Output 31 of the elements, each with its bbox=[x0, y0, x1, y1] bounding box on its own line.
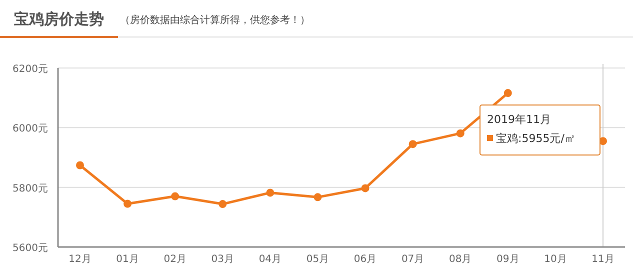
y-tick-label: 6200元 bbox=[12, 64, 48, 75]
point bbox=[408, 140, 417, 148]
x-tick-label: 07月 bbox=[401, 254, 424, 265]
point bbox=[218, 200, 227, 208]
point bbox=[456, 129, 464, 138]
point bbox=[361, 184, 370, 192]
point bbox=[124, 200, 132, 208]
point bbox=[76, 161, 84, 170]
annotation: 2019年11月 bbox=[487, 113, 551, 126]
x-tick-label: 05月 bbox=[306, 254, 330, 265]
x-tick-label: 08月 bbox=[448, 254, 472, 265]
annotation: 宝鸡:5955元/㎡ bbox=[496, 132, 576, 145]
x-tick-label: 01月 bbox=[116, 254, 139, 265]
y-tick-label: 5600元 bbox=[12, 243, 48, 254]
x-tick-label: 11月 bbox=[592, 254, 614, 265]
x-tick-label: 02月 bbox=[164, 254, 186, 265]
subtitle: （房价数据由综合计算所得，供您参考！） bbox=[120, 15, 310, 26]
title: 宝鸡房价走势 bbox=[14, 10, 104, 28]
point bbox=[504, 89, 512, 98]
point bbox=[314, 193, 322, 202]
x-tick-label: 12月 bbox=[68, 254, 92, 265]
tooltip: 2019年11月 宝鸡:5955元/㎡ bbox=[480, 104, 600, 156]
y-tick-label: 5800元 bbox=[12, 183, 48, 194]
x-tick-label: 06月 bbox=[354, 254, 377, 265]
x-tick-label: 09月 bbox=[496, 254, 520, 265]
x-tick-label: 04月 bbox=[258, 254, 282, 265]
x-tick-label: 10月 bbox=[544, 254, 567, 265]
y-tick-label: 6000元 bbox=[12, 124, 48, 135]
x-tick-label: 03月 bbox=[211, 254, 234, 265]
point bbox=[266, 188, 274, 197]
point bbox=[171, 192, 180, 200]
